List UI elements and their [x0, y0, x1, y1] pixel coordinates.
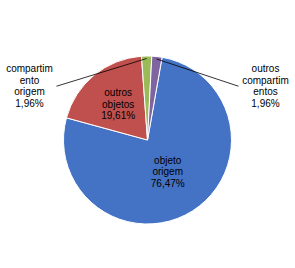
slice-category: compartimentoorigem	[6, 63, 53, 97]
pie-slice	[66, 56, 147, 140]
slice-category: objetoorigem	[152, 155, 183, 178]
chart: objetoorigem76,47% outrosobjetos19,61% com…	[0, 0, 295, 268]
leader-line	[57, 59, 147, 87]
data-label: 76,47%	[151, 178, 185, 189]
leader-line	[157, 59, 239, 86]
pie-slice	[148, 56, 163, 140]
data-label: 19,61%	[101, 110, 135, 121]
slice-category: outroscompartimentos	[242, 63, 289, 97]
data-label: 1,96%	[251, 98, 279, 109]
slice-category: outrosobjetos	[102, 87, 134, 110]
slices	[64, 56, 232, 224]
data-label: 1,96%	[15, 98, 43, 109]
labels: objetoorigem76,47% outrosobjetos19,61% com…	[6, 59, 289, 189]
